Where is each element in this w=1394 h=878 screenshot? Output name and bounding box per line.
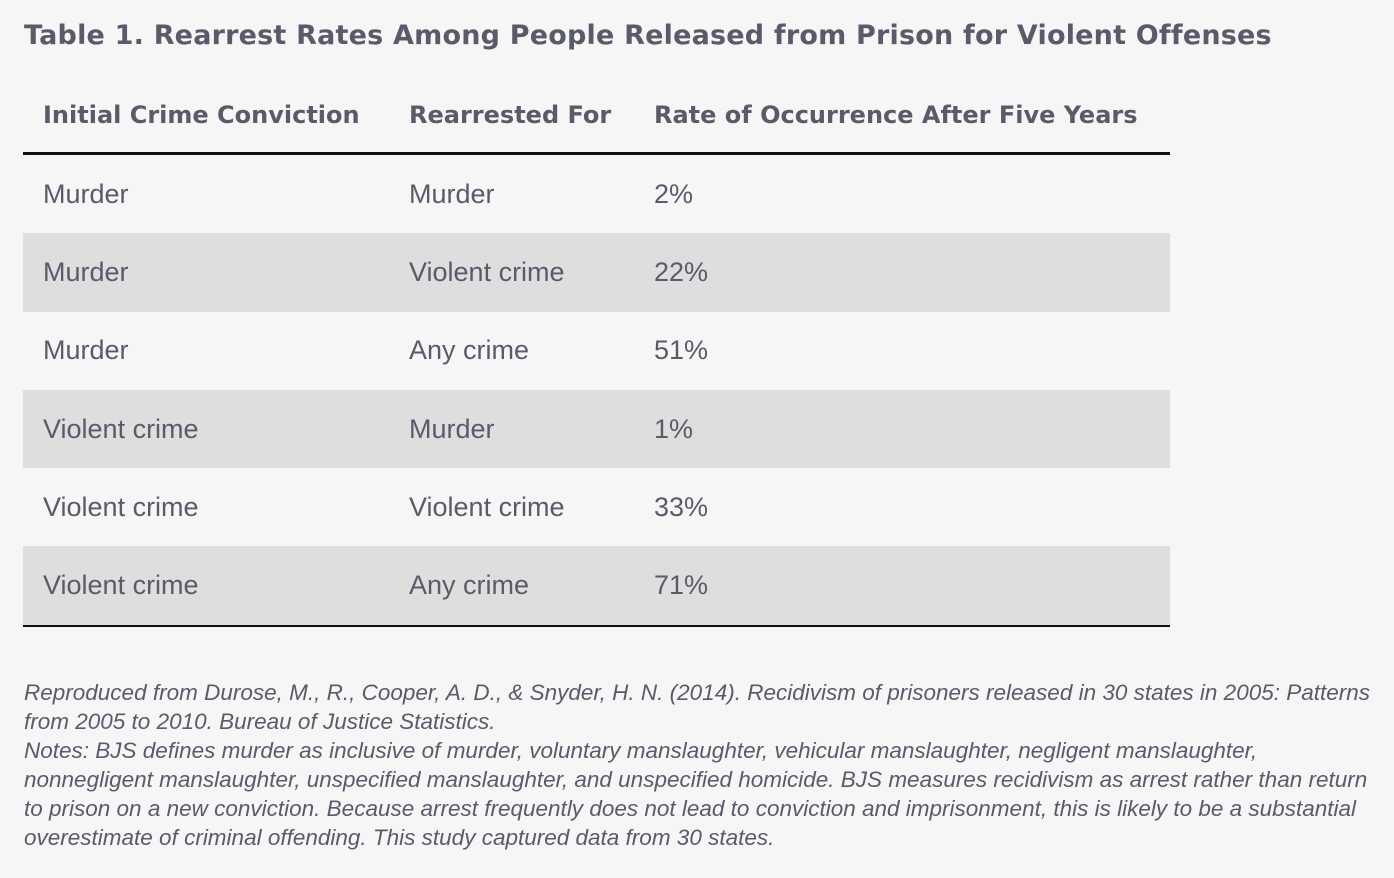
cell-initial-crime: Murder <box>43 178 129 209</box>
cell-rate: 1% <box>654 413 694 444</box>
cell-rearrested-for: Violent crime <box>409 256 565 287</box>
table-footnotes: Reproduced from Durose, M., R., Cooper, … <box>24 678 1374 852</box>
cell-rate: 51% <box>654 335 709 366</box>
table-row: Violent crime Violent crime 33% <box>23 468 1170 546</box>
cell-rearrested-for: Murder <box>409 178 495 209</box>
table-row: Murder Murder 2% <box>23 155 1170 233</box>
cell-rearrested-for: Any crime <box>409 335 530 366</box>
cell-initial-crime: Violent crime <box>43 491 199 522</box>
table-row: Murder Violent crime 22% <box>23 233 1170 312</box>
table-row: Violent crime Any crime 71% <box>23 546 1170 627</box>
cell-rate: 22% <box>654 256 709 287</box>
column-header-initial-crime: Initial Crime Conviction <box>43 101 360 129</box>
cell-initial-crime: Violent crime <box>43 570 199 601</box>
cell-rearrested-for: Murder <box>409 413 495 444</box>
cell-initial-crime: Murder <box>43 335 129 366</box>
notes-text: Notes: BJS defines murder as inclusive o… <box>24 738 1368 850</box>
source-citation: Reproduced from Durose, M., R., Cooper, … <box>24 680 1371 734</box>
cell-rate: 33% <box>654 491 709 522</box>
table-row: Murder Any crime 51% <box>23 312 1170 390</box>
column-header-rate: Rate of Occurrence After Five Years <box>654 101 1138 129</box>
cell-initial-crime: Violent crime <box>43 413 199 444</box>
cell-rearrested-for: Violent crime <box>409 491 565 522</box>
cell-initial-crime: Murder <box>43 256 129 287</box>
table-title: Table 1. Rearrest Rates Among People Rel… <box>24 20 1272 51</box>
cell-rate: 71% <box>654 570 709 601</box>
rearrest-rates-table: Initial Crime Conviction Rearrested For … <box>23 78 1170 627</box>
table-row: Violent crime Murder 1% <box>23 389 1170 469</box>
cell-rate: 2% <box>654 178 694 209</box>
cell-rearrested-for: Any crime <box>409 570 530 601</box>
table-header-row: Initial Crime Conviction Rearrested For … <box>23 78 1170 155</box>
column-header-rearrested-for: Rearrested For <box>409 101 612 129</box>
